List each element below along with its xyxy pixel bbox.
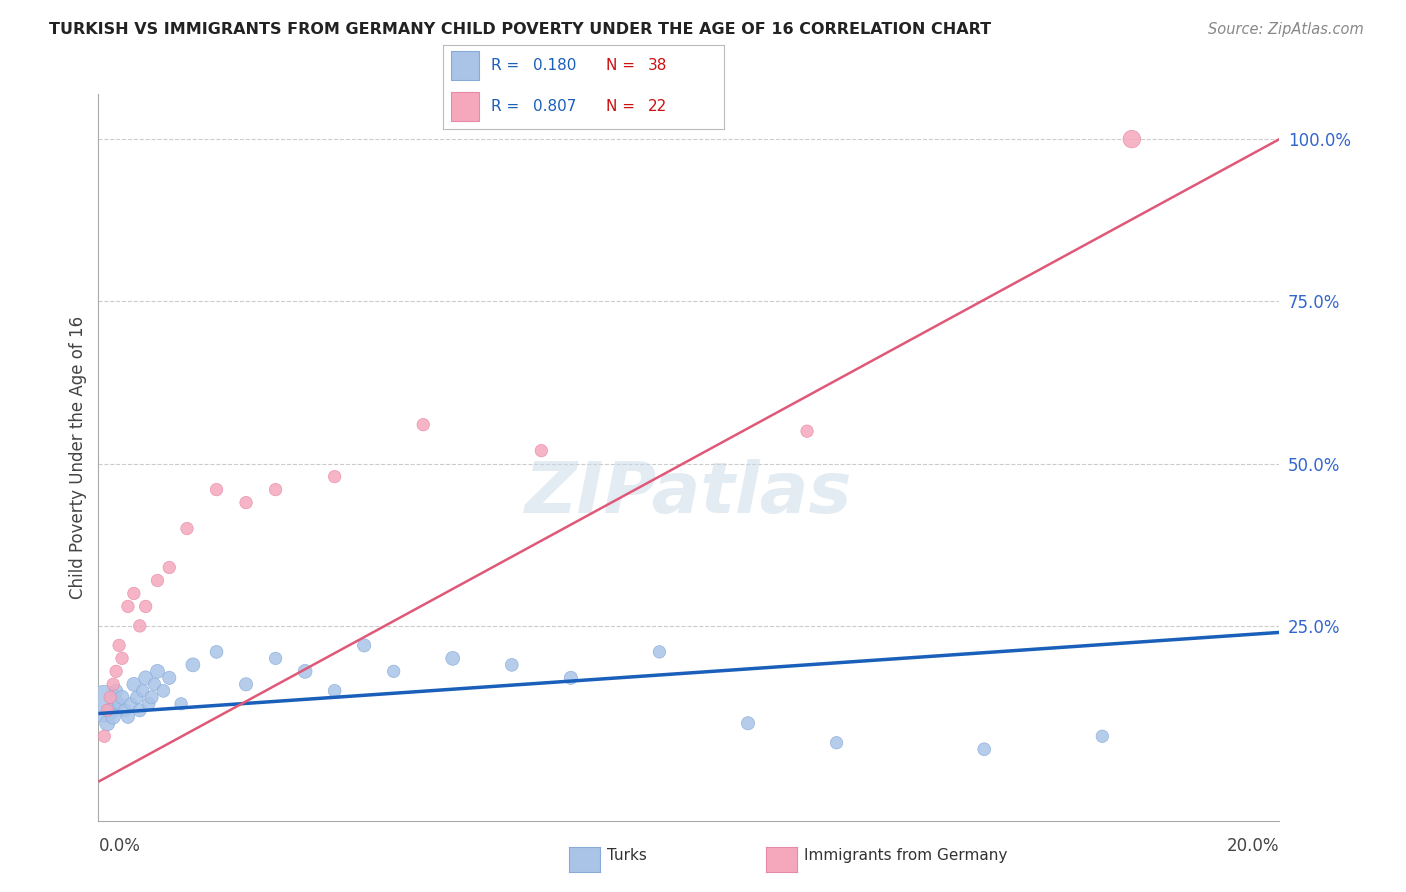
Point xyxy=(501,657,523,672)
Point xyxy=(111,651,134,665)
Text: Source: ZipAtlas.com: Source: ZipAtlas.com xyxy=(1208,22,1364,37)
Point xyxy=(441,651,464,665)
Point xyxy=(146,574,169,588)
Point xyxy=(132,683,155,698)
Text: TURKISH VS IMMIGRANTS FROM GERMANY CHILD POVERTY UNDER THE AGE OF 16 CORRELATION: TURKISH VS IMMIGRANTS FROM GERMANY CHILD… xyxy=(49,22,991,37)
Text: ZIPatlas: ZIPatlas xyxy=(526,459,852,528)
Point xyxy=(141,690,163,705)
Point xyxy=(105,665,128,679)
Point xyxy=(93,697,115,711)
Point xyxy=(157,560,180,574)
Point xyxy=(108,639,131,653)
Point xyxy=(530,443,553,458)
Text: Turks: Turks xyxy=(607,848,647,863)
Point xyxy=(796,424,818,438)
Point xyxy=(120,697,142,711)
Point xyxy=(412,417,434,432)
Point xyxy=(117,710,139,724)
Point xyxy=(146,665,169,679)
Point xyxy=(737,716,759,731)
Point xyxy=(205,645,228,659)
Text: R =: R = xyxy=(491,58,524,73)
Point xyxy=(128,703,150,717)
Point xyxy=(1121,132,1143,146)
Bar xyxy=(451,52,479,80)
Point xyxy=(143,677,166,691)
Point xyxy=(122,586,145,600)
Text: 38: 38 xyxy=(648,58,668,73)
Point xyxy=(135,599,157,614)
Point xyxy=(93,729,115,743)
Point xyxy=(825,736,848,750)
Point xyxy=(648,645,671,659)
Point xyxy=(323,469,346,483)
Point xyxy=(98,690,121,705)
Point xyxy=(205,483,228,497)
Point xyxy=(138,697,160,711)
Text: N =: N = xyxy=(606,58,640,73)
Point xyxy=(1091,729,1114,743)
Point xyxy=(108,697,131,711)
Bar xyxy=(451,92,479,120)
Point xyxy=(264,651,287,665)
Point xyxy=(382,665,405,679)
Point xyxy=(103,677,125,691)
Text: 20.0%: 20.0% xyxy=(1227,837,1279,855)
Point xyxy=(176,522,198,536)
Point xyxy=(117,599,139,614)
Point xyxy=(181,657,204,672)
Text: Immigrants from Germany: Immigrants from Germany xyxy=(804,848,1008,863)
Point xyxy=(125,690,148,705)
Text: 0.180: 0.180 xyxy=(533,58,576,73)
Text: 0.807: 0.807 xyxy=(533,99,576,114)
Point xyxy=(98,703,121,717)
Point xyxy=(264,483,287,497)
Point xyxy=(128,619,150,633)
Point xyxy=(157,671,180,685)
Point xyxy=(353,639,375,653)
Point xyxy=(105,683,128,698)
Point xyxy=(170,697,193,711)
Point xyxy=(96,716,118,731)
Y-axis label: Child Poverty Under the Age of 16: Child Poverty Under the Age of 16 xyxy=(69,316,87,599)
Point xyxy=(560,671,582,685)
Point xyxy=(235,495,257,509)
Point xyxy=(135,671,157,685)
Point xyxy=(111,690,134,705)
Text: R =: R = xyxy=(491,99,524,114)
Point xyxy=(152,683,174,698)
Point xyxy=(114,703,136,717)
Point xyxy=(323,683,346,698)
Point xyxy=(973,742,995,756)
Text: N =: N = xyxy=(606,99,640,114)
Point xyxy=(122,677,145,691)
Point xyxy=(235,677,257,691)
Point xyxy=(294,665,316,679)
Text: 0.0%: 0.0% xyxy=(98,837,141,855)
Point xyxy=(103,710,125,724)
Point xyxy=(96,703,118,717)
Text: 22: 22 xyxy=(648,99,668,114)
